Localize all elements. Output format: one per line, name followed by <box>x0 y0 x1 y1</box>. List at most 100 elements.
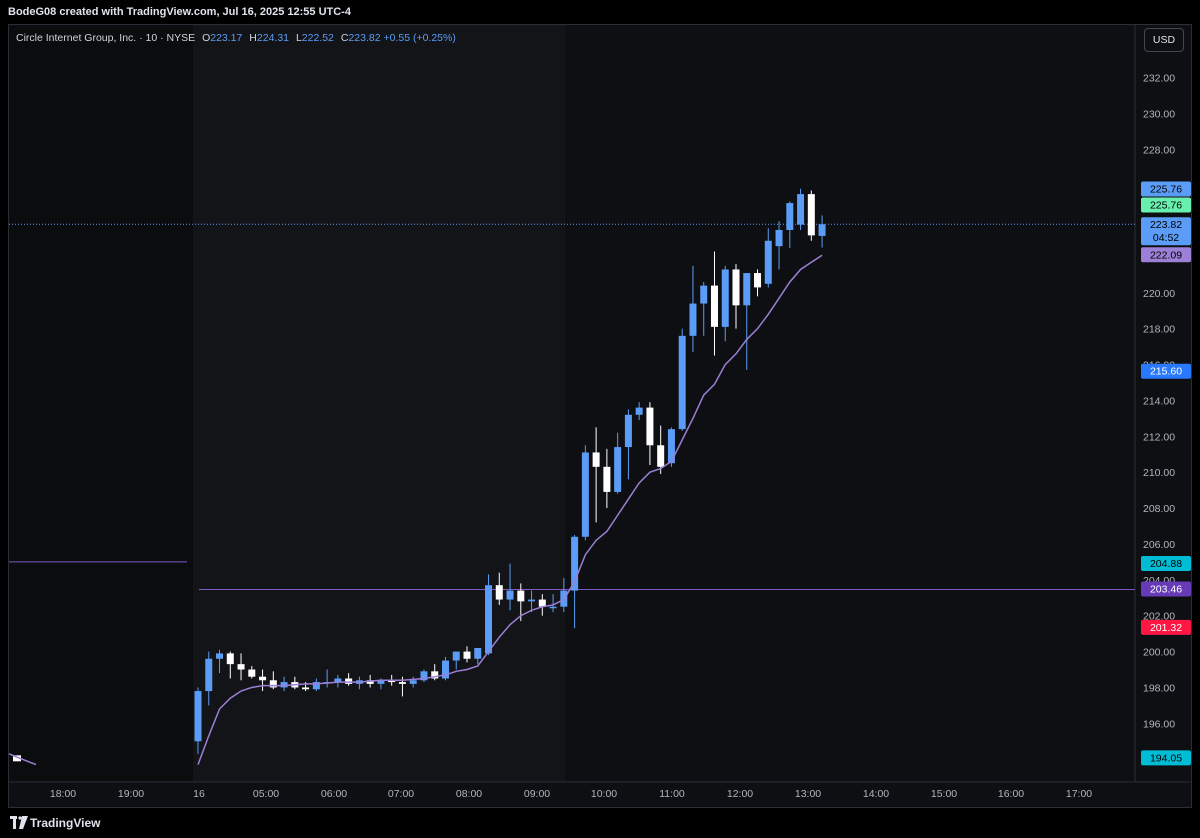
candle-body <box>409 680 417 684</box>
candle-body <box>334 678 342 683</box>
time-tick-label: 15:00 <box>931 788 957 800</box>
candle-body <box>441 660 449 679</box>
time-tick-label: 13:00 <box>795 788 821 800</box>
candle-body <box>517 590 525 602</box>
price-badge <box>1141 197 1191 213</box>
time-tick-label: 14:00 <box>863 788 889 800</box>
candle-body <box>807 194 815 236</box>
price-tick-label: 208.00 <box>1143 503 1175 515</box>
candle-body <box>538 599 546 607</box>
open-value: 223.17 <box>210 32 243 44</box>
candle-body <box>269 680 277 688</box>
time-tick-label: 05:00 <box>253 788 279 800</box>
price-tick-label: 228.00 <box>1143 144 1175 156</box>
candle-body <box>248 669 256 677</box>
close-value: 223.82 <box>348 32 381 44</box>
candle-body <box>366 680 374 684</box>
candle-body <box>345 678 353 684</box>
time-tick-label: 09:00 <box>524 788 550 800</box>
candle-body <box>592 452 600 467</box>
tradingview-logo-icon <box>10 816 28 829</box>
ema-line-previous <box>8 753 37 766</box>
price-badge-label: 201.32 <box>1150 622 1182 634</box>
price-tick-label: 230.00 <box>1143 108 1175 120</box>
price-tick-label: 218.00 <box>1143 324 1175 336</box>
price-tick-label: 196.00 <box>1143 718 1175 730</box>
price-badge <box>1141 619 1191 635</box>
high-label: H <box>249 32 257 44</box>
price-badge-label: 225.76 <box>1150 199 1182 211</box>
price-tick-label: 212.00 <box>1143 431 1175 443</box>
price-badge <box>1141 750 1191 766</box>
price-badge <box>1141 581 1191 597</box>
footer-bar: TradingView <box>0 808 1200 838</box>
price-tick-label: 220.00 <box>1143 288 1175 300</box>
candle-body <box>452 651 460 661</box>
candle-body <box>388 680 396 683</box>
time-tick-label: 08:00 <box>456 788 482 800</box>
change-value: +0.55 (+0.25%) <box>383 32 456 44</box>
low-value: 222.52 <box>301 32 334 44</box>
candle-body <box>775 229 783 247</box>
candle-body <box>646 407 654 446</box>
candle-body <box>721 269 729 327</box>
premarket-session-bg <box>193 25 565 782</box>
time-tick-label: 16:00 <box>998 788 1024 800</box>
currency-button[interactable]: USD <box>1144 28 1184 52</box>
symbol-name: Circle Internet Group, Inc. · 10 · NYSE <box>16 32 196 44</box>
candle-body <box>678 335 686 430</box>
candle-body <box>786 203 794 230</box>
price-badge-label: 222.09 <box>1150 249 1182 261</box>
price-badge <box>1141 556 1191 572</box>
time-tick-label: 10:00 <box>591 788 617 800</box>
candle-body <box>635 407 643 415</box>
time-tick-label: 06:00 <box>321 788 347 800</box>
candle-body <box>614 447 622 492</box>
time-tick-label: 18:00 <box>50 788 76 800</box>
candle-body <box>710 285 718 327</box>
candle-body <box>312 682 320 690</box>
price-badge <box>1141 363 1191 379</box>
candle-body <box>743 273 751 306</box>
price-badge-label: 215.60 <box>1150 366 1182 378</box>
high-value: 224.31 <box>256 32 290 44</box>
candle-body <box>689 303 697 336</box>
time-tick-label: 17:00 <box>1066 788 1092 800</box>
candle-body <box>280 682 288 688</box>
symbol-legend: Circle Internet Group, Inc. · 10 · NYSE … <box>16 32 456 44</box>
candle-body <box>797 194 805 225</box>
price-badge-label: 204.88 <box>1150 558 1182 570</box>
candle-body <box>420 671 428 681</box>
candle-body <box>581 452 589 537</box>
candle-body <box>398 682 406 684</box>
candle-body <box>657 445 665 467</box>
candle-body <box>485 585 493 654</box>
price-badge-label: 203.46 <box>1150 584 1182 596</box>
close-label: C <box>340 32 349 44</box>
time-tick-label: 11:00 <box>659 788 685 800</box>
open-label: O <box>202 32 211 44</box>
price-tick-label: 198.00 <box>1143 682 1175 694</box>
candle-body <box>194 691 202 742</box>
candle-body <box>226 653 234 665</box>
ema-line <box>197 254 823 765</box>
low-label: L <box>295 32 302 44</box>
candle-body <box>700 285 708 304</box>
candle-body <box>237 664 245 670</box>
candle-body <box>571 536 579 591</box>
price-badge <box>1141 181 1191 197</box>
time-tick-label: 07:00 <box>388 788 414 800</box>
overnight-session-bg <box>9 25 193 782</box>
attribution-text: BodeG08 created with TradingView.com, Ju… <box>8 6 351 18</box>
time-tick-label: 12:00 <box>727 788 753 800</box>
price-tick-label: 214.00 <box>1143 395 1175 407</box>
price-badge-label: 194.05 <box>1150 752 1182 764</box>
candle-body <box>732 269 740 306</box>
candle-body <box>377 680 385 684</box>
price-tick-label: 206.00 <box>1143 539 1175 551</box>
candle-body <box>205 658 213 692</box>
price-badge-label: 225.76 <box>1150 183 1182 195</box>
countdown-label: 04:52 <box>1153 232 1179 244</box>
price-badge <box>1141 247 1191 263</box>
